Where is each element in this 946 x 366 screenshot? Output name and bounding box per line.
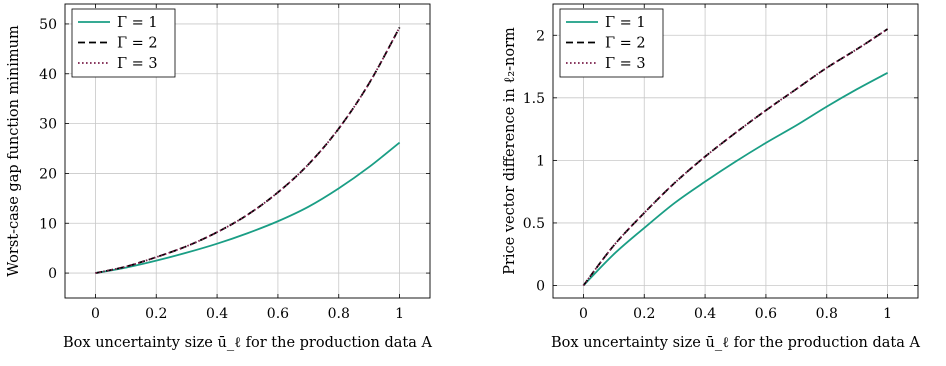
legend: Γ = 1 Γ = 2 Γ = 3 [71,8,176,78]
y-tick-label: 1.5 [523,91,545,107]
y-tick-label: 50 [39,17,57,33]
x-axis-label: Box uncertainty size ū_ℓ for the product… [63,335,432,351]
y-tick-label: 0.5 [523,216,545,232]
y-tick-label: 20 [39,166,57,182]
y-axis-label: Price vector difference in ℓ₂-norm [502,27,518,275]
x-tick-label: 0.6 [755,306,777,322]
series-line [95,141,401,274]
chart-panel-2: 0 0.2 0.4 0.6 0.8 1 0 0.5 1 1.5 2 Box uncertainty s… [502,3,920,351]
series-line [582,28,889,287]
y-tick-label: 10 [39,216,57,232]
x-axis-label: Box uncertainty size ū_ℓ for the product… [551,335,920,351]
x-tick-label: 0.4 [206,306,228,322]
x-tick-label: 0.8 [816,306,838,322]
legend-label: Γ = 3 [117,56,158,72]
x-tick-label: 0.8 [328,306,350,322]
legend-label: Γ = 2 [117,36,158,52]
x-tick-label: 0.6 [267,306,289,322]
y-tick-label: 1 [536,153,545,169]
y-tick-label: 40 [39,67,57,83]
legend: Γ = 1 Γ = 2 Γ = 3 [559,8,664,78]
legend-label: Γ = 1 [117,15,158,31]
x-tick-label: 0 [579,306,588,322]
series-line [95,26,401,274]
x-tick-label: 0 [91,306,100,322]
plot-frame [552,3,919,299]
y-tick-label: 0 [536,278,545,294]
plot-frame [64,3,431,299]
legend-label: Γ = 3 [605,56,646,72]
y-axis-label: Worst-case gap function minimum [6,25,22,277]
x-tick-label: 0.4 [694,306,716,322]
series-line [582,72,889,287]
x-tick-label: 1 [883,306,892,322]
y-tick-label: 0 [48,266,57,282]
legend-box [559,8,664,78]
x-tick-label: 1 [395,306,404,322]
x-tick-label: 0.2 [145,306,167,322]
legend-label: Γ = 2 [605,36,646,52]
series-line [582,28,889,287]
x-tick-label: 0.2 [633,306,655,322]
y-tick-label: 2 [536,28,545,44]
y-tick-label: 30 [39,117,57,133]
legend-label: Γ = 1 [605,15,646,31]
